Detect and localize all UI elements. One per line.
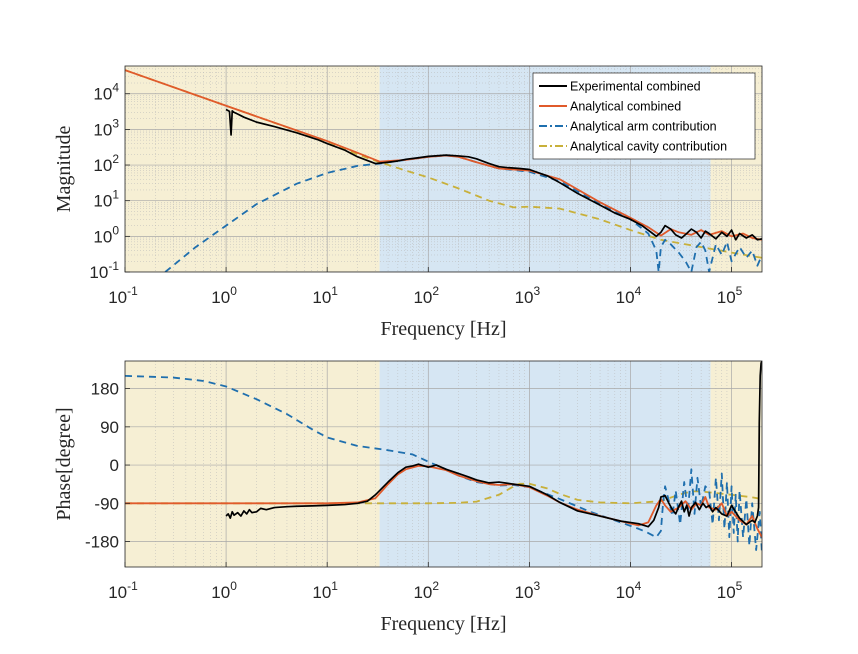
plot2-xtick-2: 101 xyxy=(312,579,338,602)
legend-entry-2: Analytical arm contribution xyxy=(570,120,717,134)
legend: Experimental combined Analytical combined… xyxy=(532,72,756,160)
plot2-ytick-1: 90 xyxy=(100,418,119,437)
plot2-ylabel: Phase[degree] xyxy=(53,407,75,520)
plot2-xtick-5: 104 xyxy=(616,579,642,602)
plot2-region-2 xyxy=(710,361,762,567)
plot1-xtick-1: 100 xyxy=(211,284,237,307)
plot1-ytick-4: 103 xyxy=(93,116,119,139)
plot2-ytick-3: -90 xyxy=(94,494,119,513)
plot1-xtick-5: 104 xyxy=(616,284,642,307)
plot2-xtick-3: 102 xyxy=(413,579,439,602)
plot2-series-analytical-arm-contribution xyxy=(125,374,762,555)
plot1-ytick-2: 101 xyxy=(93,188,119,211)
legend-box xyxy=(532,72,756,160)
plot1-xtick-4: 103 xyxy=(515,284,541,307)
plot1-series-analytical-arm-contribution xyxy=(164,154,762,272)
plot2-xtick-4: 103 xyxy=(515,579,541,602)
legend-entry-1: Analytical combined xyxy=(570,100,681,114)
plot1-ytick-5: 104 xyxy=(93,81,119,104)
plot2-xtick-6: 105 xyxy=(717,579,743,602)
plot2-series xyxy=(125,361,762,555)
plot2-axes: 10-1 100 101 102 103 104 105 180 90 0 -90 -180 Frequ… xyxy=(53,360,763,635)
plot1-xtick-0: 10-1 xyxy=(108,284,138,307)
plot2-series-experimental-combined xyxy=(225,361,762,528)
legend-entry-0: Experimental combined xyxy=(570,80,701,94)
plot2-xlabel: Frequency [Hz] xyxy=(380,613,506,635)
plot2-ytick-0: 180 xyxy=(91,380,119,399)
plot1-ytick-0: 10-1 xyxy=(89,259,119,282)
plot2-frame xyxy=(124,360,763,568)
plot1-xtick-2: 101 xyxy=(312,284,338,307)
plot1-series-experimental-combined xyxy=(225,108,762,241)
plot1-ylabel: Magnitude xyxy=(53,126,75,213)
plot2-grid xyxy=(125,361,762,567)
plot1-xtick-6: 105 xyxy=(717,284,743,307)
plot1-ytick-1: 100 xyxy=(93,223,119,246)
plot2-xtick-0: 10-1 xyxy=(108,579,138,602)
plot1-region-0 xyxy=(125,66,380,272)
plot2-xtick-1: 100 xyxy=(211,579,237,602)
plot1-xtick-3: 102 xyxy=(413,284,439,307)
plot1-axes: 10-1 100 101 102 103 104 105 10-1 100 101 102 103 10… xyxy=(53,65,763,340)
plot1-ytick-3: 102 xyxy=(93,152,119,175)
plot1-frame xyxy=(124,65,763,273)
legend-entry-3: Analytical cavity contribution xyxy=(570,140,727,154)
plot2-ytick-4: -180 xyxy=(85,533,119,552)
plot1-series-analytical-cavity-contribution xyxy=(125,69,762,259)
plot2-ytick-2: 0 xyxy=(110,456,119,475)
plot1-series-analytical-combined xyxy=(125,69,762,241)
plot2-region-0 xyxy=(125,361,380,567)
plot1-series xyxy=(125,69,762,272)
plot1-xlabel: Frequency [Hz] xyxy=(380,318,506,340)
